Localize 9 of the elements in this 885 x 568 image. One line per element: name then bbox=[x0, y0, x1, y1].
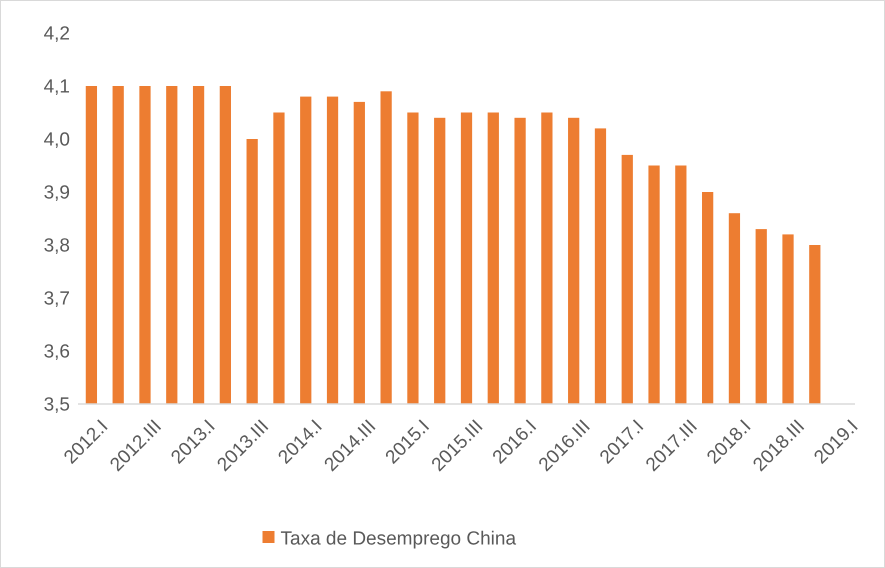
y-tick-label: 3,6 bbox=[44, 342, 70, 363]
y-tick-label: 3,8 bbox=[44, 236, 70, 257]
y-tick-label: 4,0 bbox=[44, 130, 70, 151]
y-tick-label: 3,7 bbox=[44, 288, 70, 310]
legend-label: Taxa de Desemprego China bbox=[280, 528, 516, 550]
y-tick-label: 4,2 bbox=[44, 24, 70, 45]
y-tick-label: 4,1 bbox=[44, 76, 70, 98]
y-tick-label: 3,9 bbox=[44, 182, 70, 204]
y-tick-label: 3,5 bbox=[44, 394, 70, 416]
